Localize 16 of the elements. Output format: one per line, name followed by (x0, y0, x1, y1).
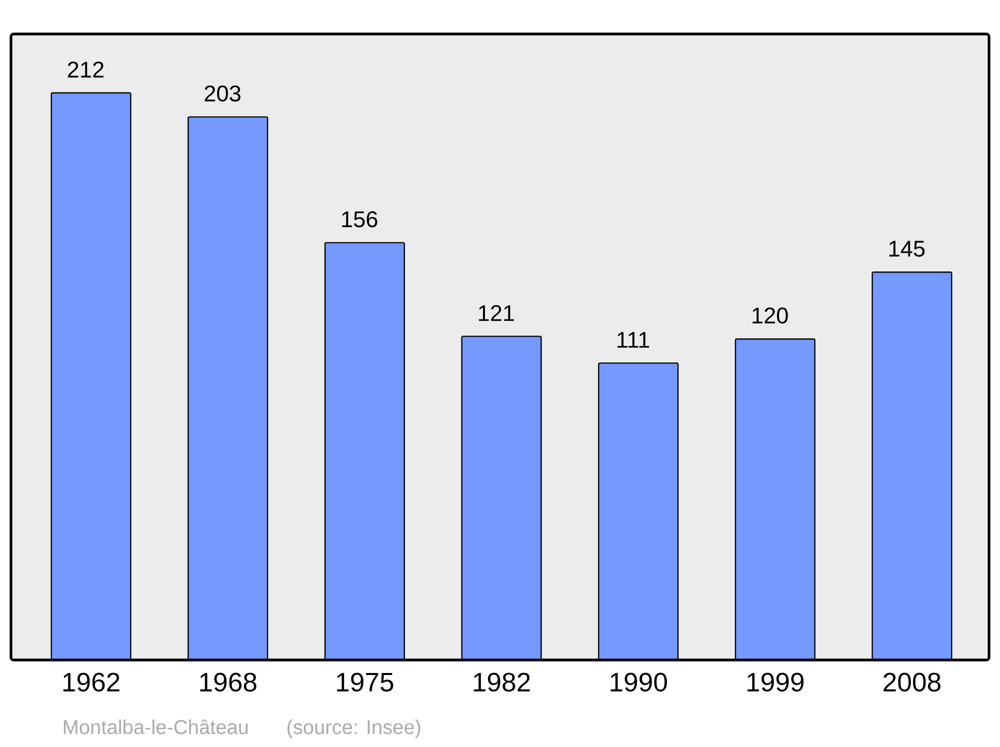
x-tick-label: 1962 (63, 672, 120, 692)
x-tick-label: 1990 (610, 672, 667, 692)
text: Montalba-le-Château (64, 719, 248, 734)
data-label: 203 (204, 86, 240, 102)
data-label: 121 (479, 305, 514, 321)
data-label: 111 (618, 332, 650, 348)
x-tick-label: 1999 (748, 672, 804, 692)
data-label: 212 (68, 62, 104, 78)
data-label: 145 (889, 240, 925, 257)
x-tick-label: 2008 (884, 672, 940, 692)
x-tick-label: 1968 (200, 672, 256, 692)
x-tick-label: 1975 (337, 672, 394, 692)
x-tick-label: 1982 (474, 672, 530, 692)
data-label: 156 (342, 211, 378, 228)
text: (source: Insee) (288, 720, 420, 738)
data-label: 120 (752, 308, 788, 324)
